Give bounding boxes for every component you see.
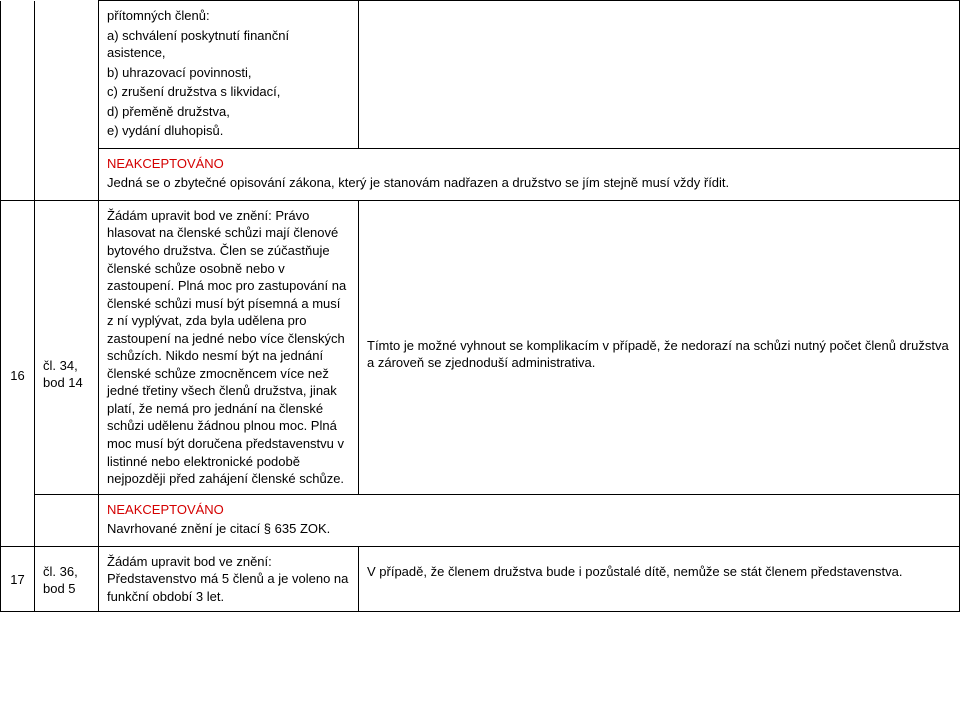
left-17-rest: Představenstvo má 5 členů a je voleno na… (107, 570, 350, 605)
line: d) přeměně družstva, (107, 103, 350, 121)
cell-ref-17: čl. 36, bod 5 (35, 546, 99, 612)
line: a) schválení poskytnutí finanční asisten… (107, 27, 350, 62)
cell-ref-16b (35, 494, 99, 546)
cell-right-16: Tímto je možné vyhnout se komplikacím v … (359, 200, 960, 494)
ref-16-l1: čl. 34, (43, 357, 90, 375)
cell-left-15-top: přítomných členů: a) schválení poskytnut… (99, 1, 359, 149)
row-15-status: NEAKCEPTOVÁNO Jedná se o zbytečné opisov… (1, 148, 960, 200)
status-label: NEAKCEPTOVÁNO (107, 501, 951, 519)
item15-lines: přítomných členů: a) schválení poskytnut… (107, 7, 350, 140)
status-text: Jedná se o zbytečné opisování zákona, kt… (107, 174, 951, 192)
line: přítomných členů: (107, 7, 350, 25)
num-17: 17 (9, 553, 26, 589)
row-17: 17 čl. 36, bod 5 Žádám upravit bod ve zn… (1, 546, 960, 612)
document-table: přítomných členů: a) schválení poskytnut… (0, 0, 960, 612)
left-16-text: Žádám upravit bod ve znění: Právo hlasov… (107, 207, 350, 488)
cell-left-16: Žádám upravit bod ve znění: Právo hlasov… (99, 200, 359, 494)
num-16: 16 (9, 207, 26, 385)
ref-17-l1: čl. 36, (43, 563, 90, 581)
line: b) uhrazovací povinnosti, (107, 64, 350, 82)
right-16-text: Tímto je možné vyhnout se komplikacím v … (367, 337, 951, 372)
cell-ref-15 (35, 1, 99, 149)
ref-17-l2: bod 5 (43, 580, 90, 598)
line: c) zrušení družstva s likvidací, (107, 83, 350, 101)
cell-num-17: 17 (1, 546, 35, 612)
row-15-top: přítomných členů: a) schválení poskytnut… (1, 1, 960, 149)
cell-left-17: Žádám upravit bod ve znění: Představenst… (99, 546, 359, 612)
cell-right-15-top (359, 1, 960, 149)
line: e) vydání dluhopisů. (107, 122, 350, 140)
right-17-text: V případě, že členem družstva bude i poz… (367, 563, 951, 581)
row-16: 16 čl. 34, bod 14 Žádám upravit bod ve z… (1, 200, 960, 494)
cell-right-17: V případě, že členem družstva bude i poz… (359, 546, 960, 612)
cell-ref-15b (35, 148, 99, 200)
cell-num-15 (1, 1, 35, 149)
status-label: NEAKCEPTOVÁNO (107, 155, 951, 173)
cell-status-15: NEAKCEPTOVÁNO Jedná se o zbytečné opisov… (99, 148, 960, 200)
left-17-lead: Žádám upravit bod ve znění: (107, 553, 350, 571)
row-16-status: NEAKCEPTOVÁNO Navrhované znění je citací… (1, 494, 960, 546)
cell-num-15b (1, 148, 35, 200)
status-text: Navrhované znění je citací § 635 ZOK. (107, 520, 951, 538)
cell-ref-16: čl. 34, bod 14 (35, 200, 99, 494)
ref-16-l2: bod 14 (43, 374, 90, 392)
cell-num-16: 16 (1, 200, 35, 546)
cell-status-16: NEAKCEPTOVÁNO Navrhované znění je citací… (99, 494, 960, 546)
